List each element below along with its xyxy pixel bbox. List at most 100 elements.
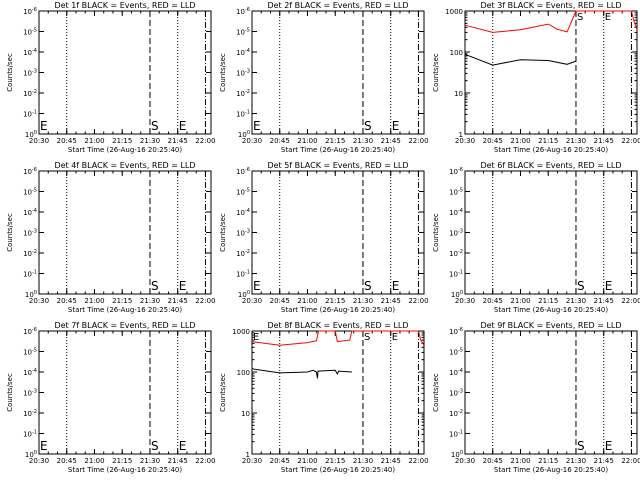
x-tick-label: 21:30 xyxy=(566,297,586,305)
y-tick-label: 10-4 xyxy=(236,48,250,57)
panel-det-9: Det 9f BLACK = Events, RED = LLD 100 10-1 1… xyxy=(432,321,640,474)
x-tick-label: 20:30 xyxy=(242,457,262,465)
x-tick-label: 20:45 xyxy=(57,137,77,145)
y-tick-label: 10-5 xyxy=(23,188,37,197)
x-tick-label: 21:15 xyxy=(112,297,132,305)
x-tick-label: 22:00 xyxy=(195,457,215,465)
y-tick-label: 100 xyxy=(450,49,463,57)
marker-s: S xyxy=(364,119,372,133)
panel-title: Det 3f BLACK = Events, RED = LLD xyxy=(480,1,621,10)
y-tick-label: 1 xyxy=(459,131,463,139)
plot-frame xyxy=(38,10,212,135)
y-tick-label: 10-2 xyxy=(23,409,37,418)
x-tick-label: 20:30 xyxy=(29,297,49,305)
marker-s: S xyxy=(151,439,159,453)
x-axis-label: Start Time (26-Aug-16 20:25:40) xyxy=(281,146,395,154)
y-tick-label: 10-6 xyxy=(23,167,37,176)
x-tick-label: 21:45 xyxy=(381,297,401,305)
y-tick-label: 10-6 xyxy=(449,167,463,176)
y-tick-label: 10 xyxy=(454,90,463,98)
panel-det-5: Det 5f BLACK = Events, RED = LLD 100 10-1 1… xyxy=(219,161,429,314)
x-tick-label: 21:45 xyxy=(594,457,614,465)
panel-title: Det 8f BLACK = Events, RED = LLD xyxy=(267,321,408,330)
y-tick-label: 100 xyxy=(25,130,37,139)
y-tick-label: 10-3 xyxy=(23,69,37,78)
marker-e: E xyxy=(179,279,187,293)
plot-frame xyxy=(464,170,638,295)
x-tick-label: 20:45 xyxy=(270,137,290,145)
panel-title: Det 5f BLACK = Events, RED = LLD xyxy=(267,161,408,170)
x-tick-label: 21:00 xyxy=(84,457,104,465)
y-axis-label: Counts/sec xyxy=(219,53,227,92)
x-tick-label: 22:00 xyxy=(408,297,428,305)
x-tick-label: 20:45 xyxy=(57,297,77,305)
y-axis-label: Counts/sec xyxy=(432,53,440,92)
y-tick-label: 10-2 xyxy=(449,249,463,258)
y-tick-label: 10-4 xyxy=(236,208,250,217)
y-axis-label: Counts/sec xyxy=(6,213,14,252)
x-tick-label: 20:45 xyxy=(483,137,503,145)
x-axis-label: Start Time (26-Aug-16 20:25:40) xyxy=(68,146,182,154)
panel-det-4: Det 4f BLACK = Events, RED = LLD 100 10-1 1… xyxy=(6,161,216,314)
y-tick-label: 10-1 xyxy=(23,110,37,119)
marker-e: E xyxy=(253,279,261,293)
x-axis-label: Start Time (26-Aug-16 20:25:40) xyxy=(494,306,608,314)
x-tick-label: 21:30 xyxy=(566,137,586,145)
y-tick-label: 10-2 xyxy=(23,249,37,258)
x-tick-label: 21:15 xyxy=(325,137,345,145)
x-tick-label: 22:00 xyxy=(408,137,428,145)
x-tick-label: 21:30 xyxy=(353,297,373,305)
y-tick-label: 10-6 xyxy=(236,7,250,16)
x-tick-label: 21:00 xyxy=(297,137,317,145)
y-tick-label: 10-5 xyxy=(23,348,37,357)
panel-det-1: Det 1f BLACK = Events, RED = LLD 100 10-1 1… xyxy=(6,1,216,154)
plot-frame xyxy=(251,170,425,295)
x-tick-label: 21:15 xyxy=(325,457,345,465)
y-tick-label: 1 xyxy=(246,451,250,459)
x-tick-label: 20:45 xyxy=(483,297,503,305)
panel-det-8: Det 8f BLACK = Events, RED = LLD 1000 100 1… xyxy=(219,321,429,474)
y-tick-label: 10-6 xyxy=(236,167,250,176)
panel-det-6: Det 6f BLACK = Events, RED = LLD 100 10-1 1… xyxy=(432,161,640,314)
x-tick-label: 20:30 xyxy=(455,457,475,465)
x-axis-label: Start Time (26-Aug-16 20:25:40) xyxy=(68,306,182,314)
x-tick-label: 20:45 xyxy=(270,297,290,305)
y-tick-label: 10-4 xyxy=(23,368,37,377)
x-tick-label: 21:30 xyxy=(140,457,160,465)
marker-s: S xyxy=(577,12,583,23)
series-line-2 xyxy=(251,368,352,379)
plot-frame xyxy=(38,170,212,295)
x-tick-label: 21:45 xyxy=(168,457,188,465)
x-tick-label: 20:45 xyxy=(483,457,503,465)
x-axis-label: Start Time (26-Aug-16 20:25:40) xyxy=(281,466,395,474)
x-tick-label: 21:15 xyxy=(112,137,132,145)
y-tick-label: 10-2 xyxy=(236,89,250,98)
panel-det-3: Det 3f BLACK = Events, RED = LLD 1000 100 1… xyxy=(432,1,640,154)
panel-det-2: Det 2f BLACK = Events, RED = LLD 100 10-1 1… xyxy=(219,1,429,154)
x-tick-label: 21:15 xyxy=(112,457,132,465)
series-line-2 xyxy=(464,53,577,66)
x-tick-label: 21:30 xyxy=(353,137,373,145)
panel-title: Det 7f BLACK = Events, RED = LLD xyxy=(54,321,195,330)
y-tick-label: 100 xyxy=(25,290,37,299)
x-tick-label: 21:15 xyxy=(325,297,345,305)
marker-e: E xyxy=(40,439,48,453)
marker-e: E xyxy=(253,119,261,133)
x-axis-label: Start Time (26-Aug-16 20:25:40) xyxy=(494,466,608,474)
y-tick-label: 100 xyxy=(451,290,463,299)
y-tick-label: 10-4 xyxy=(449,368,463,377)
y-tick-label: 10-1 xyxy=(449,270,463,279)
y-axis-label: Counts/sec xyxy=(432,373,440,412)
y-tick-label: 10-3 xyxy=(23,229,37,238)
panel-title: Det 6f BLACK = Events, RED = LLD xyxy=(480,161,621,170)
x-tick-label: 21:00 xyxy=(510,297,530,305)
x-tick-label: 20:30 xyxy=(29,457,49,465)
x-tick-label: 21:30 xyxy=(140,137,160,145)
marker-s: S xyxy=(151,119,159,133)
x-tick-label: 20:30 xyxy=(242,297,262,305)
y-tick-label: 10-1 xyxy=(236,270,250,279)
x-tick-label: 21:15 xyxy=(538,457,558,465)
x-tick-label: 21:45 xyxy=(168,137,188,145)
x-tick-label: 21:30 xyxy=(353,457,373,465)
y-axis-label: Counts/sec xyxy=(6,373,14,412)
